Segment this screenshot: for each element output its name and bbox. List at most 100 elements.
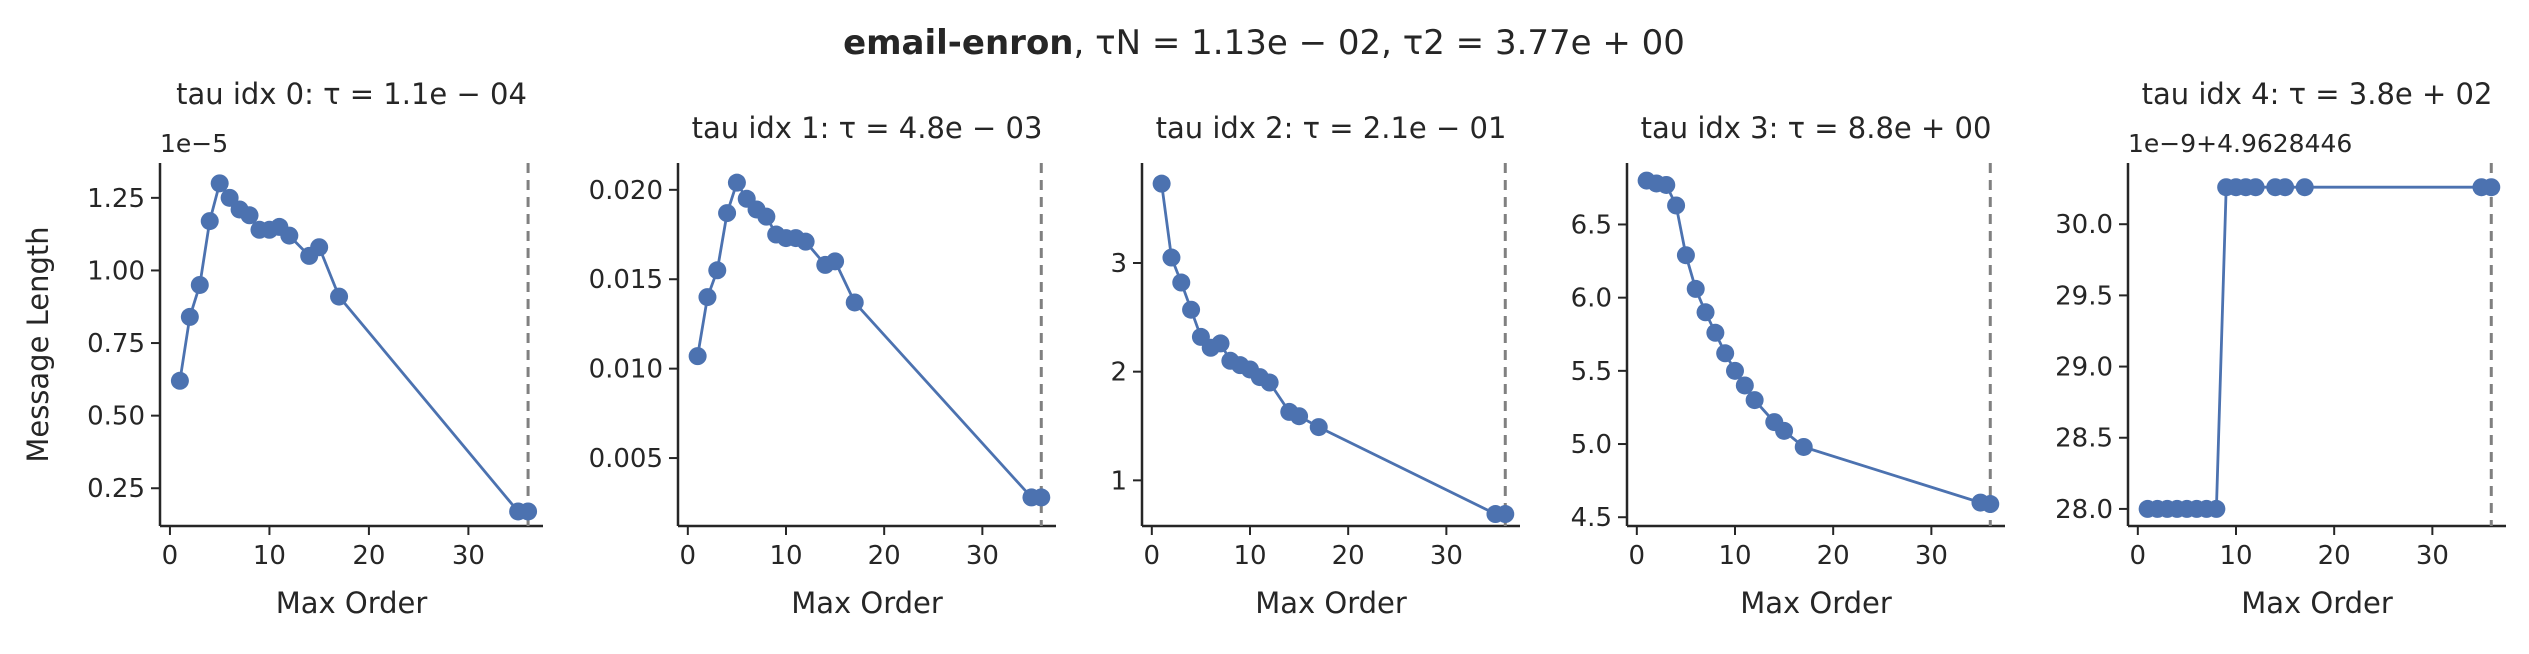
x-tick-label: 20 bbox=[1332, 541, 1365, 571]
data-point bbox=[1211, 334, 1230, 353]
x-tick-label: 10 bbox=[1233, 541, 1266, 571]
suptitle-params: , τN = 1.13e − 02, τ2 = 3.77e + 00 bbox=[1074, 23, 1685, 63]
y-tick-label: 0.25 bbox=[87, 474, 145, 504]
x-tick-label: 10 bbox=[253, 541, 286, 571]
data-point bbox=[1182, 300, 1201, 319]
y-axis-label: Message Length bbox=[21, 226, 55, 462]
x-axis-label: Max Order bbox=[791, 586, 943, 620]
y-tick-label: 0.010 bbox=[589, 355, 663, 385]
data-point bbox=[170, 371, 189, 390]
y-tick-label: 28.0 bbox=[2055, 495, 2113, 525]
data-point bbox=[1172, 273, 1191, 292]
y-tick-label: 29.0 bbox=[2055, 353, 2113, 383]
data-point bbox=[1706, 323, 1725, 342]
data-point bbox=[1686, 279, 1705, 298]
data-point bbox=[1981, 495, 2000, 514]
subplot-1: 0 10 20 30 0.005 0.010 0.015 0.020 tau idx 1: τ … bbox=[589, 111, 1056, 620]
data-point bbox=[190, 275, 209, 294]
data-point bbox=[708, 261, 727, 280]
y-tick-label: 0.50 bbox=[87, 402, 145, 432]
subplot-title: tau idx 3: τ = 8.8e + 00 bbox=[1641, 111, 1992, 145]
data-point bbox=[519, 502, 538, 521]
data-point bbox=[727, 173, 746, 192]
x-tick-label: 0 bbox=[1144, 541, 1161, 571]
subplot-title: tau idx 1: τ = 4.8e − 03 bbox=[692, 111, 1043, 145]
subplot-title: tau idx 2: τ = 2.1e − 01 bbox=[1156, 111, 1507, 145]
x-axis-label: Max Order bbox=[276, 586, 428, 620]
y-tick-label: 2 bbox=[1110, 358, 1127, 388]
x-axis-label: Max Order bbox=[2241, 586, 2393, 620]
data-point bbox=[718, 204, 737, 223]
x-tick-label: 10 bbox=[1718, 541, 1751, 571]
data-point bbox=[1260, 373, 1279, 392]
subplot-0: 0 10 20 30 0.25 0.50 0.75 1.00 1.25 1e−5 tau idx 0… bbox=[21, 77, 543, 620]
subplot-3: 0 10 20 30 4.5 5.0 5.5 6.0 6.5 tau idx 3: τ = 8.8… bbox=[1571, 111, 2005, 620]
data-point bbox=[826, 252, 845, 271]
data-point bbox=[757, 207, 776, 226]
subplot-2: 0 10 20 30 1 2 3 tau idx 2: τ = 2.1e − 01 Max Or… bbox=[1110, 111, 1520, 620]
y-tick-label: 6.5 bbox=[1571, 210, 1612, 240]
data-point bbox=[200, 212, 219, 231]
data-point bbox=[845, 293, 864, 312]
data-point bbox=[1667, 196, 1686, 215]
data-point bbox=[240, 206, 259, 225]
subplot-title: tau idx 4: τ = 3.8e + 02 bbox=[2142, 77, 2493, 111]
y-tick-label: 1 bbox=[1110, 466, 1127, 496]
data-point bbox=[688, 347, 707, 366]
subplot-title: tau idx 0: τ = 1.1e − 04 bbox=[176, 77, 527, 111]
x-tick-label: 20 bbox=[352, 541, 385, 571]
x-tick-label: 30 bbox=[452, 541, 485, 571]
x-tick-label: 10 bbox=[769, 541, 802, 571]
y-tick-label: 28.5 bbox=[2055, 424, 2113, 454]
y-offset-text: 1e−9+4.9628446 bbox=[2128, 129, 2352, 158]
data-point bbox=[2295, 178, 2314, 197]
data-point bbox=[1735, 376, 1754, 395]
data-point bbox=[1745, 391, 1764, 410]
data-point bbox=[1794, 437, 1813, 456]
data-point bbox=[1657, 175, 1676, 194]
y-tick-label: 5.0 bbox=[1571, 430, 1612, 460]
x-tick-label: 20 bbox=[868, 541, 901, 571]
x-axis-label: Max Order bbox=[1740, 586, 1892, 620]
y-tick-label: 1.00 bbox=[87, 256, 145, 286]
data-point bbox=[1775, 421, 1794, 440]
x-tick-label: 0 bbox=[162, 541, 179, 571]
data-point bbox=[1716, 344, 1735, 363]
y-tick-label: 6.0 bbox=[1571, 284, 1612, 314]
x-tick-label: 0 bbox=[1629, 541, 1646, 571]
x-tick-label: 30 bbox=[1915, 541, 1948, 571]
x-axis-label: Max Order bbox=[1255, 586, 1407, 620]
data-point bbox=[2482, 178, 2501, 197]
data-point bbox=[1696, 303, 1715, 322]
data-point bbox=[2246, 178, 2265, 197]
data-point bbox=[1290, 407, 1309, 426]
figure-suptitle: email-enron, τN = 1.13e − 02, τ2 = 3.77e… bbox=[843, 23, 1685, 63]
suptitle-dataset: email-enron bbox=[843, 23, 1073, 63]
data-point bbox=[698, 288, 717, 307]
y-tick-label: 0.015 bbox=[589, 265, 663, 295]
x-tick-label: 30 bbox=[1430, 541, 1463, 571]
data-point bbox=[180, 307, 199, 326]
x-tick-label: 10 bbox=[2219, 541, 2252, 571]
data-point bbox=[210, 174, 229, 193]
data-point bbox=[1032, 488, 1051, 507]
data-point bbox=[1676, 246, 1695, 265]
subplot-4: 0 10 20 30 28.0 28.5 29.0 29.5 30.0 1e−9+4.962844… bbox=[2055, 77, 2506, 620]
x-tick-label: 30 bbox=[966, 541, 999, 571]
data-point bbox=[280, 226, 299, 245]
y-tick-label: 0.005 bbox=[589, 444, 663, 474]
x-tick-label: 20 bbox=[1817, 541, 1850, 571]
y-tick-label: 4.5 bbox=[1571, 503, 1612, 533]
data-point bbox=[1309, 418, 1328, 437]
x-tick-label: 30 bbox=[2416, 541, 2449, 571]
data-point bbox=[1496, 505, 1515, 524]
x-tick-label: 0 bbox=[680, 541, 697, 571]
x-tick-label: 20 bbox=[2318, 541, 2351, 571]
y-tick-label: 3 bbox=[1110, 249, 1127, 279]
data-point bbox=[1726, 361, 1744, 380]
data-point bbox=[1152, 174, 1171, 193]
y-tick-label: 0.020 bbox=[589, 176, 663, 206]
y-tick-label: 5.5 bbox=[1571, 357, 1612, 387]
